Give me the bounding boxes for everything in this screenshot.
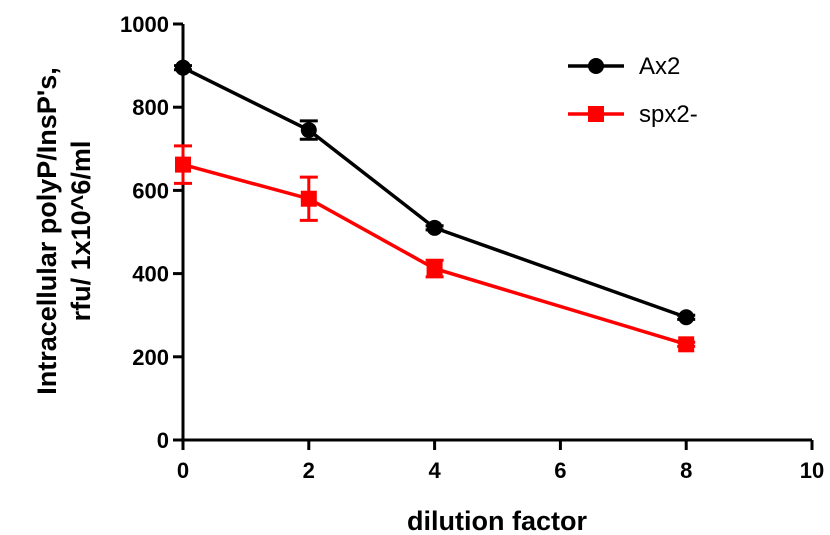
- legend-marker: [588, 58, 604, 74]
- data-point: [300, 122, 317, 139]
- axes: 0 200 400 600 800 1000 0 2 4 6 8 10: [120, 12, 824, 483]
- y-axis-label-line-1: Intracellular polyP/InsP's,: [32, 67, 62, 395]
- y-tick-label: 0: [157, 428, 169, 453]
- data-point: [175, 59, 191, 76]
- data-point: [678, 309, 695, 326]
- data-point: [678, 336, 695, 353]
- data-point: [300, 190, 317, 207]
- series-line: [182, 66, 687, 319]
- y-tick-label: 600: [132, 178, 169, 203]
- x-tick-label: 6: [554, 458, 566, 483]
- y-tick-label: 1000: [120, 12, 169, 37]
- y-axis-label-line-2: rfu/ 1x10^6/ml: [66, 141, 96, 322]
- legend-marker: [588, 106, 604, 122]
- x-tick-label: 10: [800, 458, 824, 483]
- y-tick-label: 400: [132, 262, 169, 287]
- legend-label: spx2-: [639, 101, 698, 128]
- x-tick-label: 2: [303, 458, 315, 483]
- y-tick-label: 200: [132, 345, 169, 370]
- data-point: [175, 156, 191, 173]
- data-point: [426, 219, 443, 236]
- plot-area: [174, 59, 696, 353]
- legend-label: Ax2: [639, 53, 680, 80]
- legend: Ax2 spx2-: [568, 53, 698, 128]
- series-spx2: [174, 144, 696, 353]
- legend-item-ax2: Ax2: [568, 53, 680, 80]
- y-tick-label: 800: [132, 95, 169, 120]
- x-axis-label: dilution factor: [407, 506, 587, 535]
- x-tick-label: 0: [177, 458, 189, 483]
- series-line: [182, 162, 687, 346]
- data-point: [426, 260, 443, 277]
- x-tick-label: 4: [428, 458, 441, 483]
- x-tick-label: 8: [680, 458, 692, 483]
- series-ax2: [174, 59, 696, 326]
- legend-item-spx2: spx2-: [568, 101, 698, 128]
